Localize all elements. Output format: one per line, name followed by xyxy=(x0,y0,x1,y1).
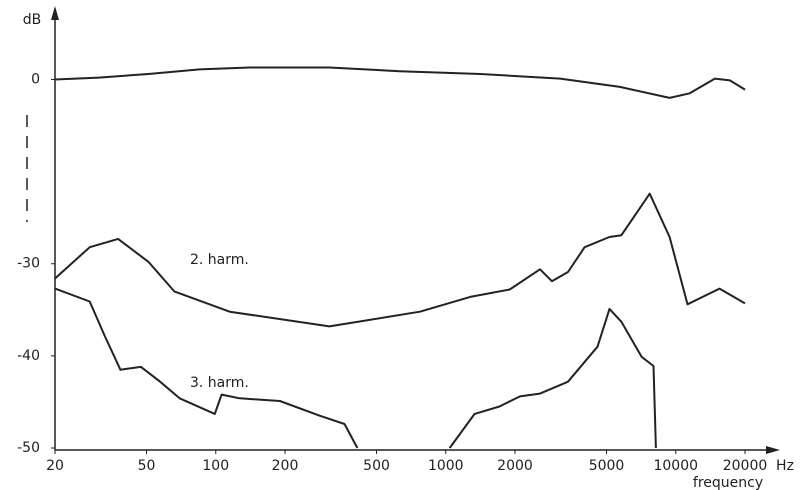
series-label: 2. harm. xyxy=(190,252,249,268)
y-tick-label: -40 xyxy=(17,348,40,364)
y-axis-label: dB xyxy=(23,12,42,28)
x-tick-label: 20 xyxy=(46,458,64,474)
x-axis-title: frequency xyxy=(693,475,763,490)
x-tick-label: 1000 xyxy=(428,458,464,474)
y-axis-arrow xyxy=(51,6,59,20)
y-tick-label: 0 xyxy=(31,71,40,87)
y-tick-label: -50 xyxy=(17,440,40,456)
x-tick-label: 20000 xyxy=(723,458,768,474)
x-tick-label: 2000 xyxy=(497,458,533,474)
x-tick-label: 100 xyxy=(202,458,229,474)
x-tick-label: 10000 xyxy=(653,458,698,474)
x-axis-label: Hz xyxy=(776,458,794,474)
x-tick-label: 5000 xyxy=(589,458,625,474)
y-tick-label: -30 xyxy=(17,256,40,272)
x-tick-label: 50 xyxy=(138,458,156,474)
series-label: 3. harm. xyxy=(190,375,249,391)
x-tick-label: 500 xyxy=(363,458,390,474)
x-axis-arrow xyxy=(766,446,780,454)
curve xyxy=(54,66,746,99)
curve xyxy=(54,287,657,449)
x-tick-label: 200 xyxy=(272,458,299,474)
curve xyxy=(54,192,746,328)
